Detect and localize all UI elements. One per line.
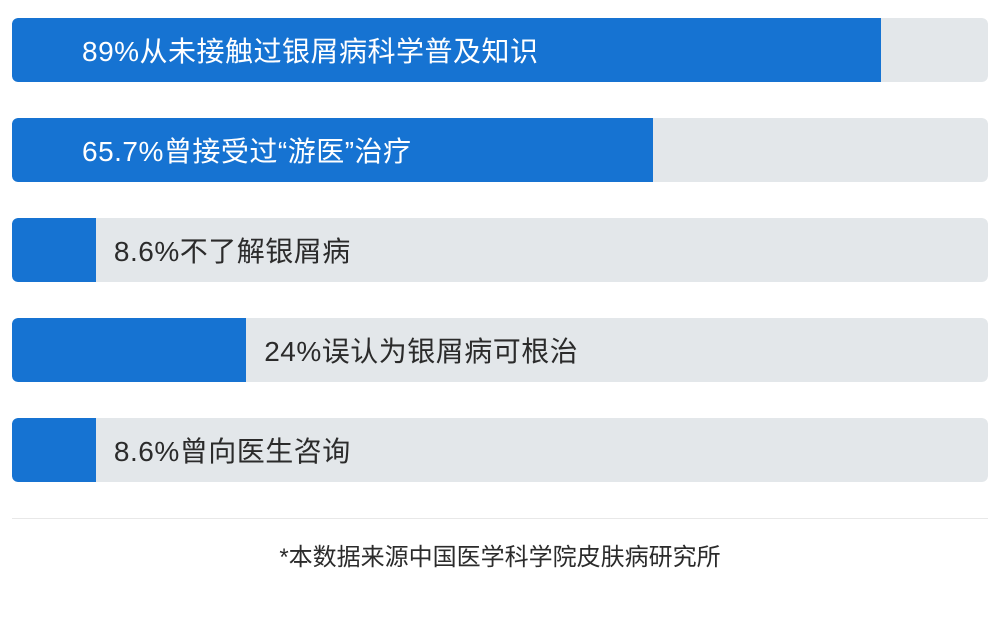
bar-label: 8.6%曾向医生咨询: [114, 418, 351, 482]
divider: [12, 518, 988, 519]
bar-fill: [12, 418, 96, 482]
bar-label: 89%从未接触过银屑病科学普及知识: [82, 18, 539, 82]
bar-row: 8.6%不了解银屑病: [12, 218, 988, 282]
bar-label: 65.7%曾接受过“游医”治疗: [82, 118, 412, 182]
bar-label: 8.6%不了解银屑病: [114, 218, 351, 282]
horizontal-bar-chart: 89%从未接触过银屑病科学普及知识 65.7%曾接受过“游医”治疗 8.6%不了解银…: [12, 18, 988, 482]
bar-row: 65.7%曾接受过“游医”治疗: [12, 118, 988, 182]
bar-row: 8.6%曾向医生咨询: [12, 418, 988, 482]
data-source-footnote: *本数据来源中国医学科学院皮肤病研究所: [12, 537, 988, 572]
bar-fill: [12, 318, 246, 382]
bar-row: 89%从未接触过银屑病科学普及知识: [12, 18, 988, 82]
bar-label: 24%误认为银屑病可根治: [264, 318, 578, 382]
bar-fill: [12, 218, 96, 282]
bar-row: 24%误认为银屑病可根治: [12, 318, 988, 382]
